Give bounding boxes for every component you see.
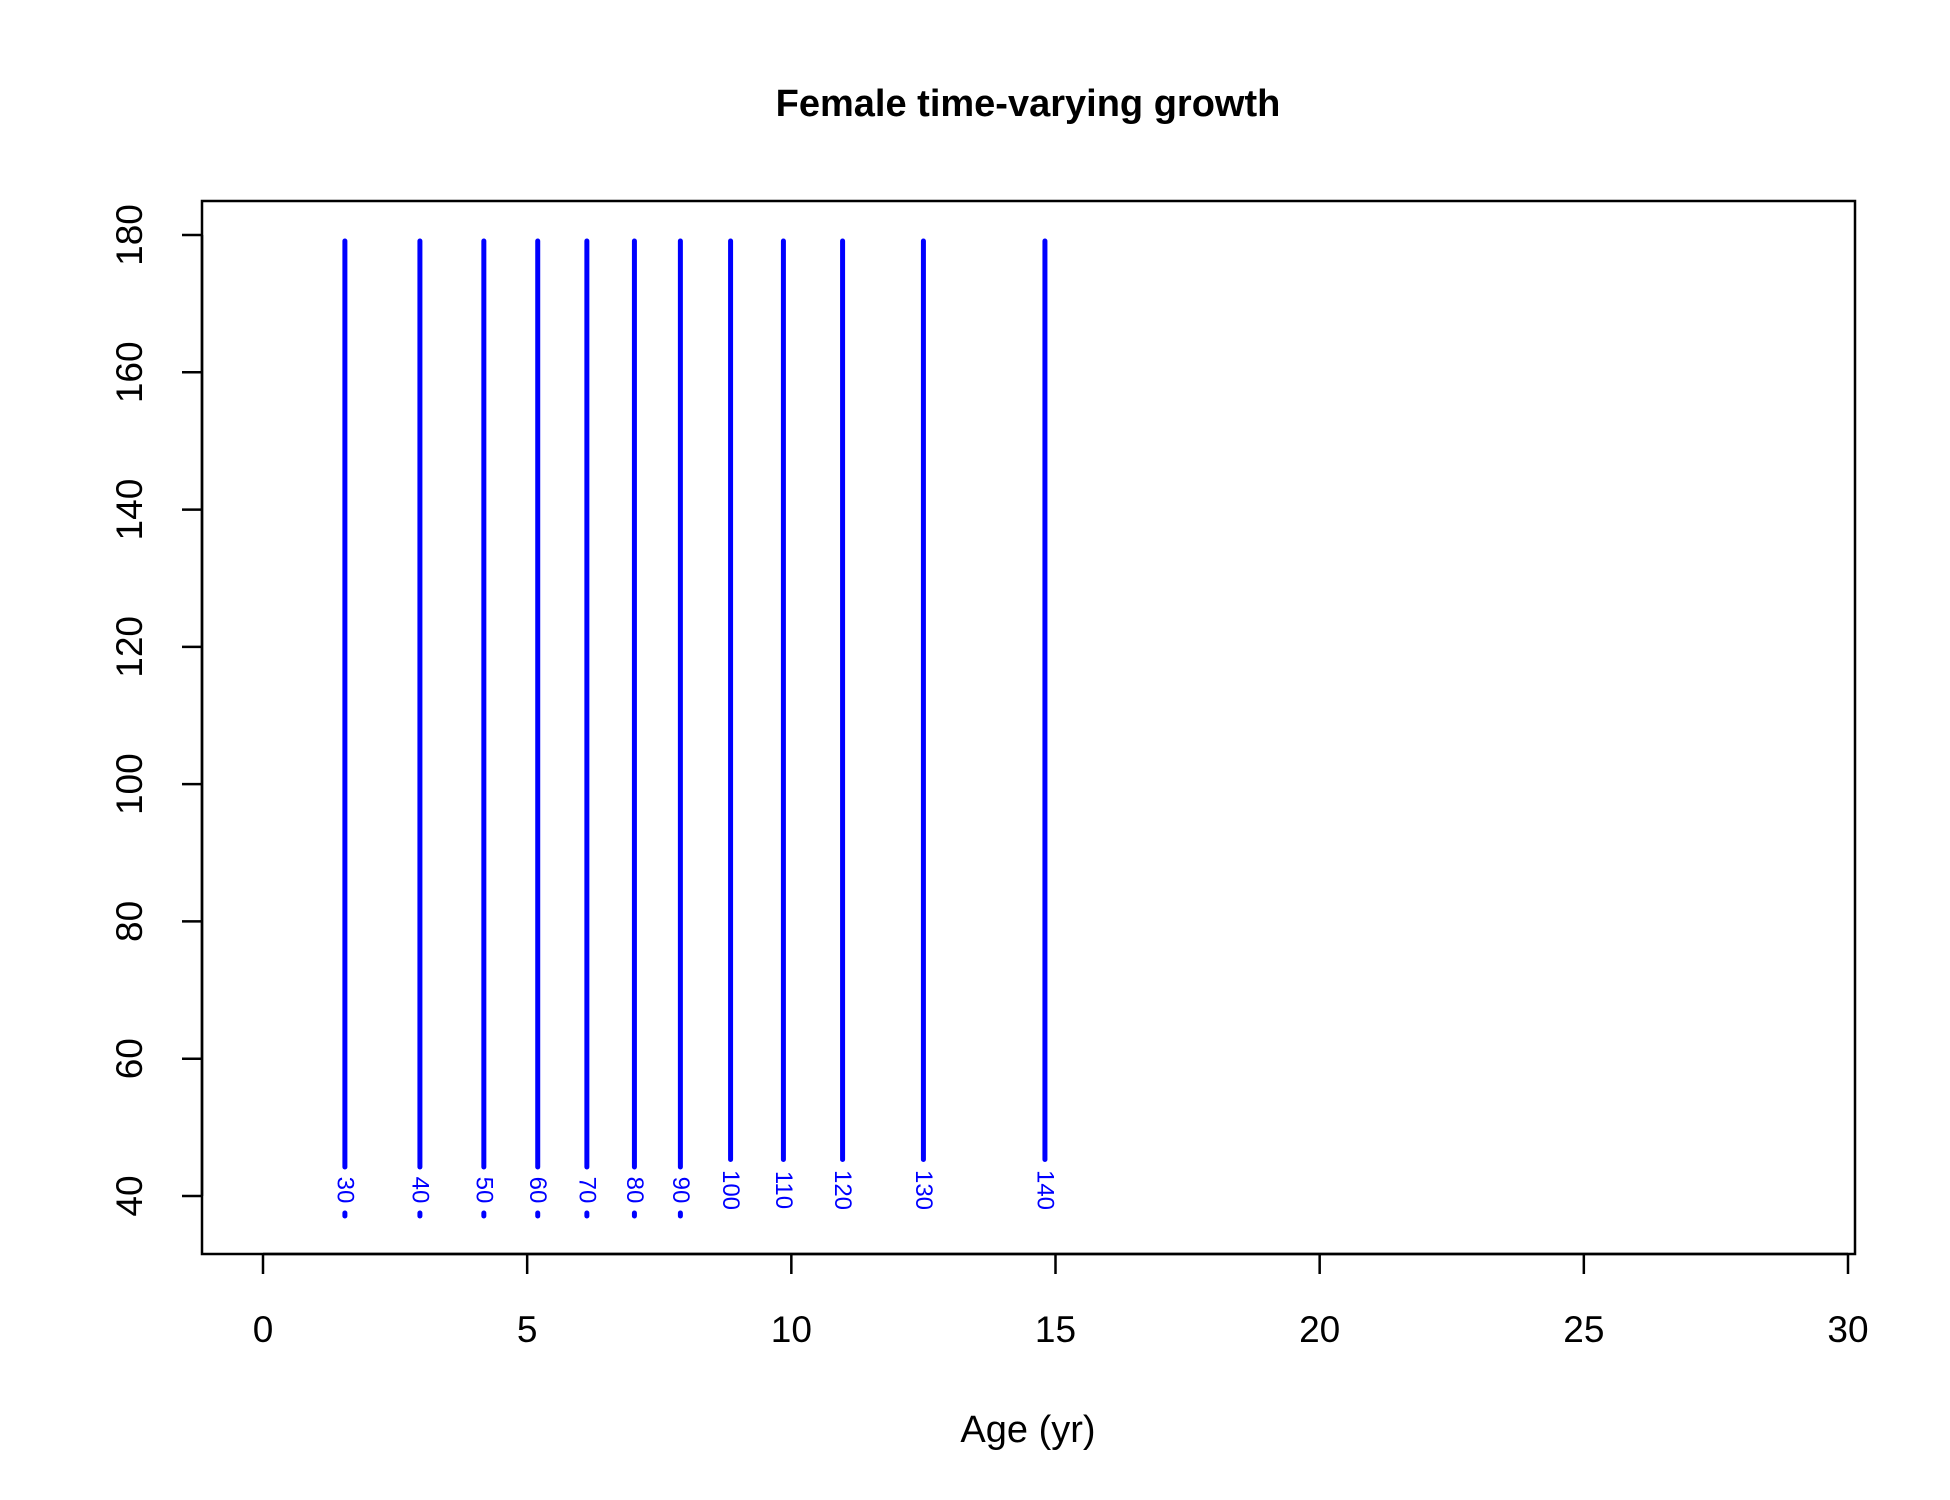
contour-label: 100	[717, 1170, 744, 1210]
contour-100: 100	[717, 238, 744, 1210]
contour-60: 60	[524, 238, 551, 1219]
x-axis: 0 5 10 15 20 25 30	[253, 1252, 1869, 1350]
contour-label: 110	[770, 1171, 797, 1209]
chart-title: Female time-varying growth	[776, 83, 1281, 125]
y-tick-label: 140	[109, 479, 150, 541]
contour-lines: 30 40 50 60 70 80 90 100 110 120 130 140	[331, 238, 1058, 1219]
contour-label: 80	[621, 1177, 648, 1204]
y-tick-label: 100	[109, 753, 150, 815]
plot-frame	[200, 199, 1857, 1256]
x-axis-title: Age (yr)	[960, 1409, 1095, 1451]
x-tick-label: 25	[1563, 1309, 1604, 1350]
y-tick-label: 80	[109, 901, 150, 942]
contour-label: 60	[524, 1177, 551, 1204]
y-tick-label: 40	[109, 1175, 150, 1216]
contour-110: 110	[770, 238, 797, 1209]
contour-130: 130	[910, 238, 937, 1210]
contour-label: 140	[1031, 1170, 1058, 1210]
contour-140: 140	[1031, 238, 1058, 1210]
x-tick-label: 0	[253, 1309, 274, 1350]
contour-120: 120	[829, 238, 856, 1210]
x-tick-label: 5	[517, 1309, 538, 1350]
contour-label: 90	[667, 1177, 694, 1204]
x-tick-label: 15	[1035, 1309, 1076, 1350]
contour-80: 80	[621, 238, 648, 1219]
y-axis: 40 60 80 100 120 140 160 180	[109, 204, 204, 1217]
contour-label: 50	[470, 1177, 497, 1204]
contour-label: 130	[910, 1170, 937, 1210]
contour-40: 40	[406, 238, 433, 1219]
y-tick-label: 180	[109, 204, 150, 266]
contour-label: 30	[331, 1177, 358, 1204]
contour-label: 120	[829, 1170, 856, 1210]
y-tick-label: 160	[109, 341, 150, 403]
x-tick-label: 20	[1299, 1309, 1340, 1350]
x-tick-label: 30	[1827, 1309, 1868, 1350]
contour-30: 30	[331, 238, 358, 1219]
contour-70: 70	[573, 238, 600, 1219]
contour-90: 90	[667, 238, 694, 1219]
contour-label: 40	[406, 1177, 433, 1204]
x-tick-label: 10	[771, 1309, 812, 1350]
contour-50: 50	[470, 238, 497, 1219]
y-tick-label: 60	[109, 1038, 150, 1079]
y-tick-label: 120	[109, 616, 150, 678]
contour-label: 70	[573, 1177, 600, 1204]
